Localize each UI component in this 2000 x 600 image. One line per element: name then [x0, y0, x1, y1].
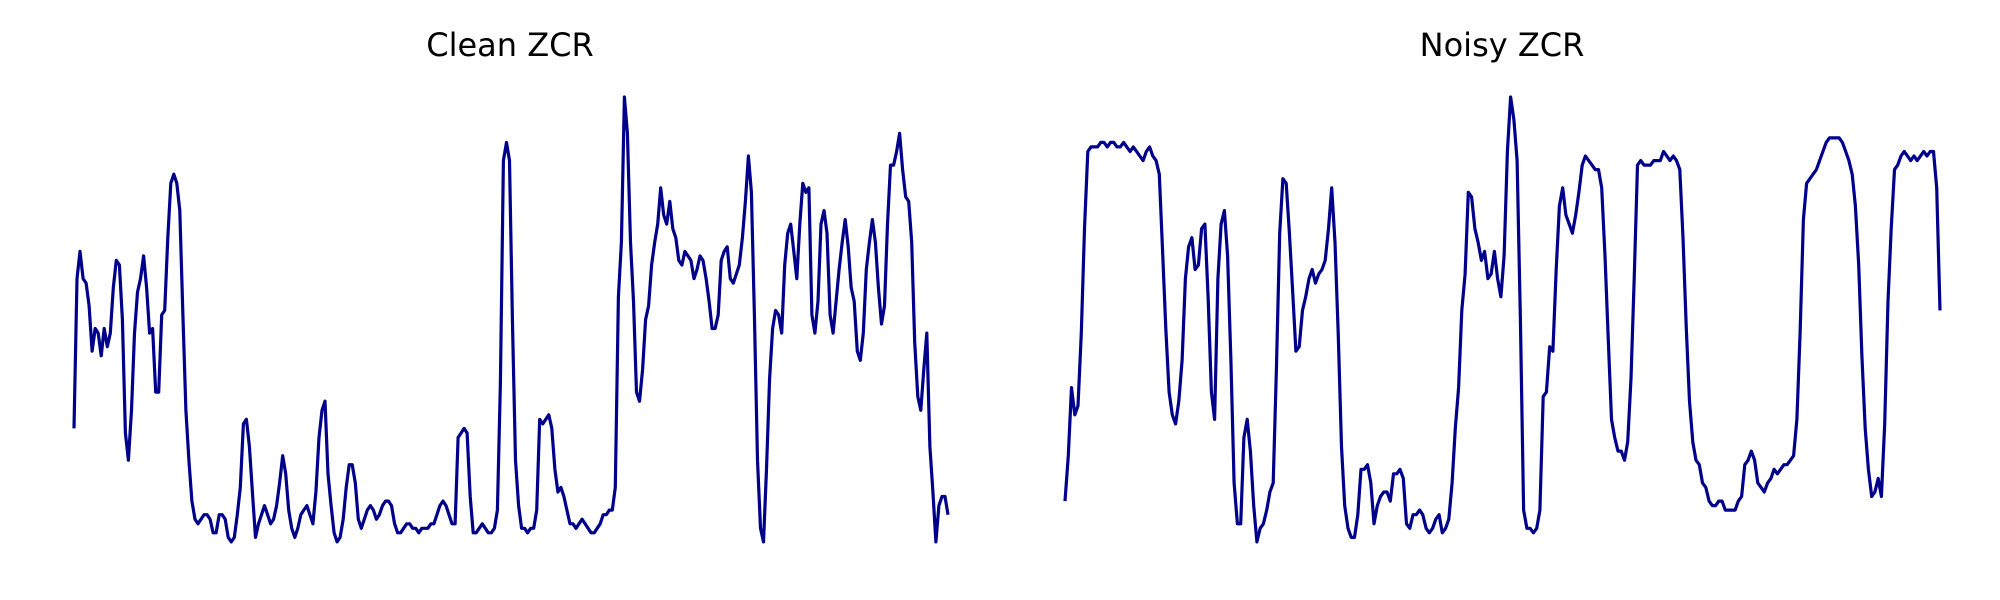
chart-panel-clean: Clean ZCR: [72, 26, 950, 544]
chart-title-noisy: Noisy ZCR: [1420, 26, 1585, 64]
series-line-clean-zcr: [72, 95, 950, 544]
chart-panel-noisy: Noisy ZCR: [1063, 26, 1942, 544]
series-line-noisy-zcr: [1063, 95, 1942, 544]
chart-title-clean: Clean ZCR: [426, 26, 593, 64]
